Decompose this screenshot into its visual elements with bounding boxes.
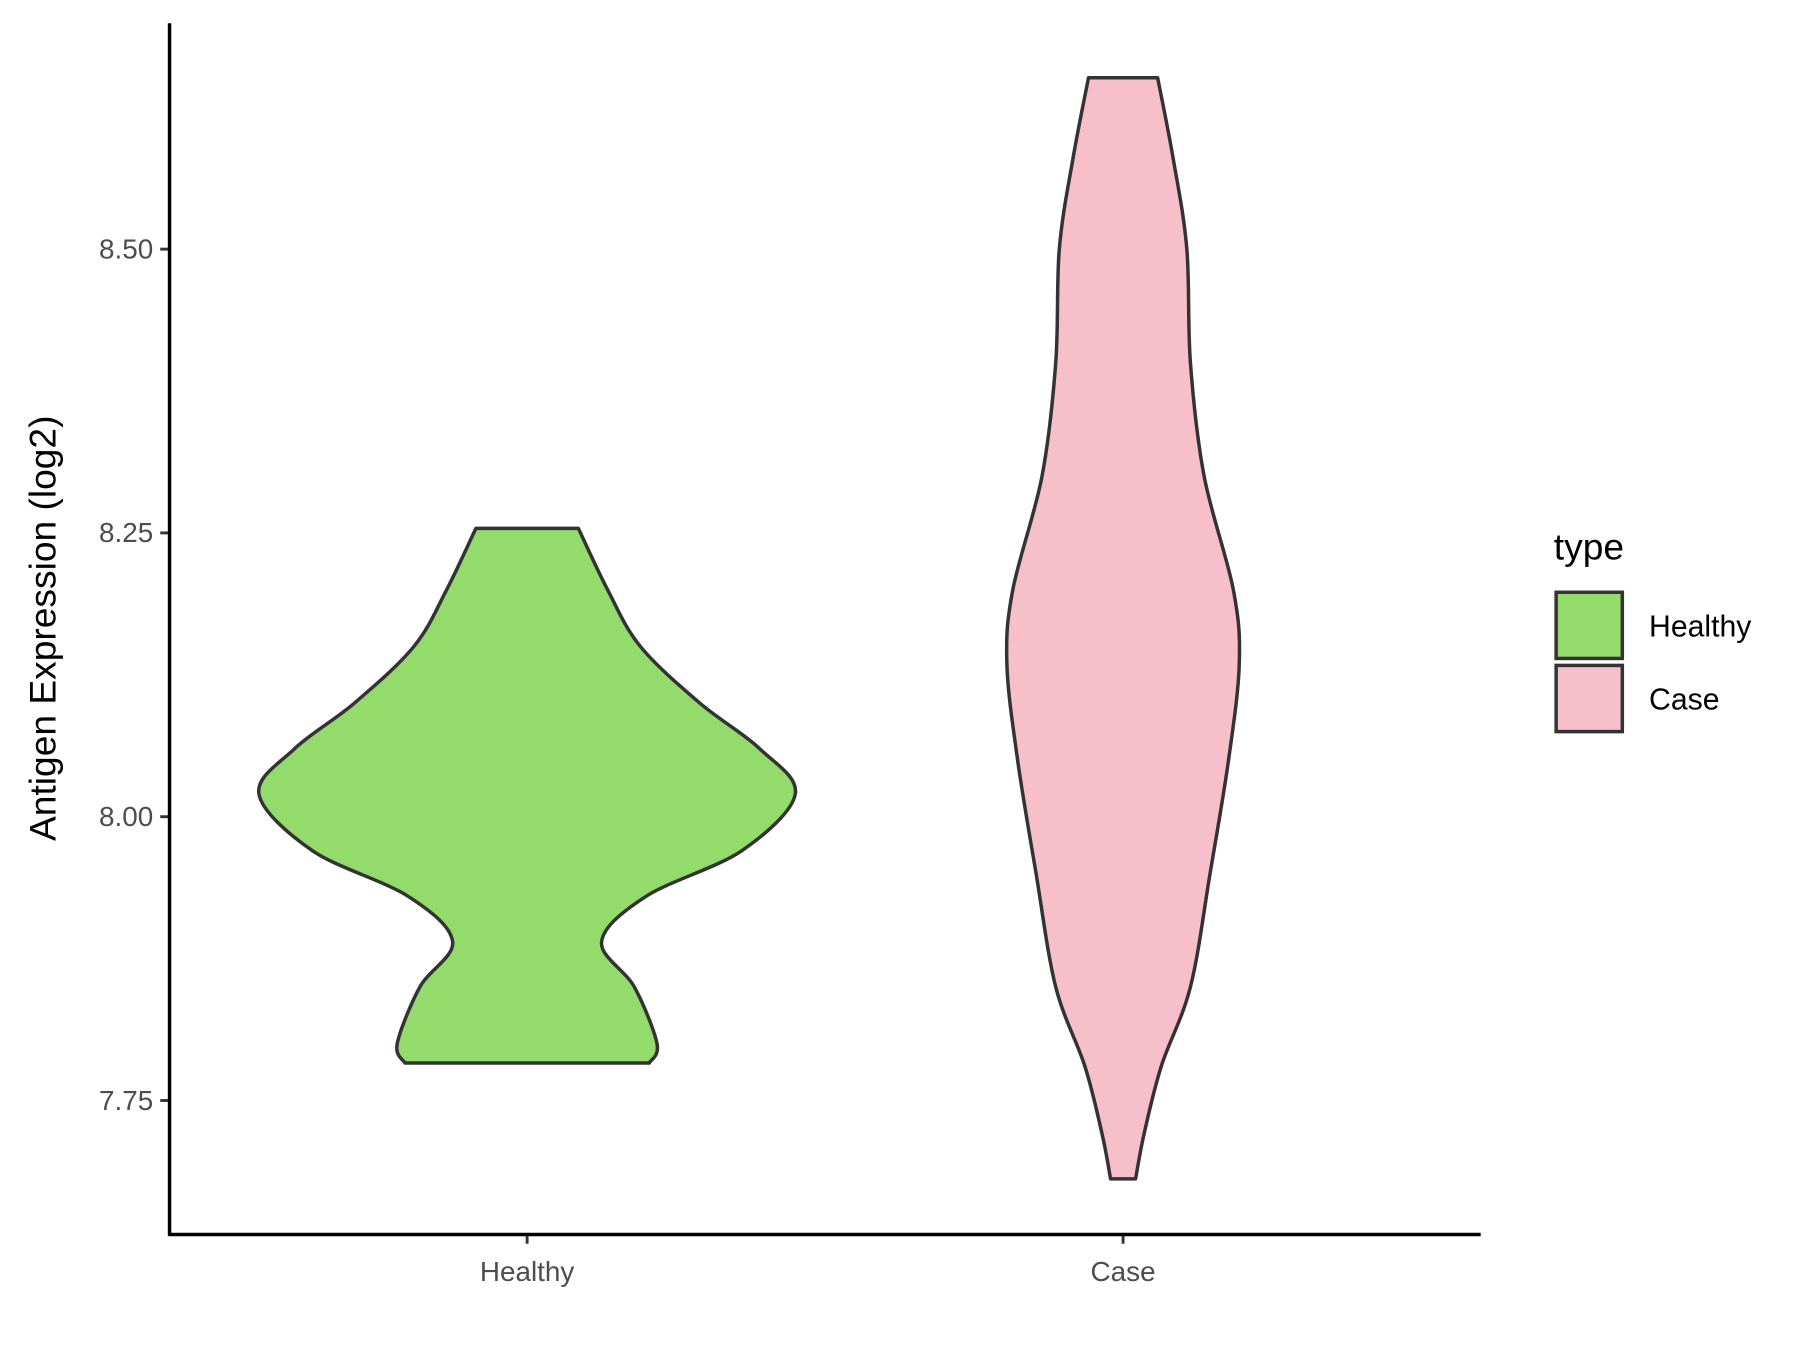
y-tick-label: 8.25 [99, 517, 153, 548]
legend-key [1554, 663, 1625, 734]
y-tick-label: 7.75 [99, 1085, 153, 1116]
violin [257, 526, 798, 1065]
legend-label: Case [1649, 684, 1719, 717]
legend-title: type [1554, 526, 1624, 568]
y-tick-label: 8.00 [99, 801, 153, 832]
y-axis-title: Antigen Expression (log2) [22, 416, 64, 841]
legend-label: Healthy [1649, 610, 1752, 643]
y-tick-label: 8.50 [99, 233, 153, 264]
x-tick-label: Case [1091, 1256, 1156, 1287]
x-tick-label: Healthy [480, 1256, 575, 1287]
legend-key [1554, 590, 1625, 661]
violin [1004, 75, 1242, 1181]
